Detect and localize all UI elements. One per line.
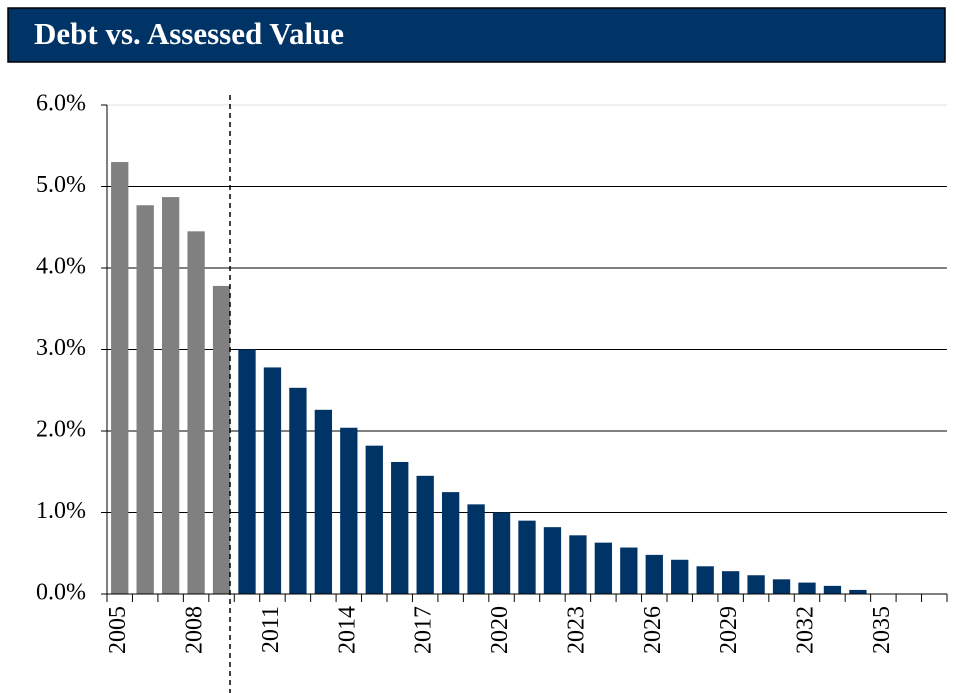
bar	[187, 231, 205, 594]
bar	[340, 427, 358, 594]
x-tick-label: 2035	[869, 606, 895, 654]
bar	[314, 409, 333, 594]
bar	[212, 285, 231, 594]
x-tick-label: 2014	[334, 606, 360, 654]
bar	[111, 162, 129, 595]
bar	[645, 554, 663, 594]
x-tick-label: 2008	[182, 606, 208, 654]
y-tick-label: 3.0%	[36, 335, 86, 361]
title-bar	[7, 7, 946, 63]
bar	[263, 367, 282, 594]
y-tick-label: 4.0%	[36, 254, 86, 280]
bar	[365, 445, 383, 594]
bar	[721, 571, 740, 594]
x-tick-label: 2032	[793, 606, 819, 654]
y-tick-label: 1.0%	[36, 498, 86, 524]
bar	[518, 520, 536, 594]
bar	[823, 585, 842, 594]
bar	[161, 197, 180, 594]
y-tick-label: 6.0%	[36, 91, 86, 117]
bar	[569, 535, 587, 594]
bar	[238, 349, 256, 594]
bar	[543, 527, 562, 594]
y-tick-label: 0.0%	[36, 580, 86, 606]
x-tick-label: 2011	[258, 606, 284, 653]
bar	[671, 559, 689, 594]
y-tick-label: 5.0%	[36, 172, 86, 198]
bar	[467, 504, 485, 594]
bar	[441, 492, 460, 594]
bar	[136, 205, 154, 594]
chart-title: Debt vs. Assessed Value	[34, 16, 344, 51]
x-tick-label: 2017	[411, 606, 437, 654]
bar	[798, 582, 816, 594]
x-tick-label: 2026	[640, 606, 666, 654]
bar	[289, 387, 307, 594]
y-tick-label: 2.0%	[36, 417, 86, 443]
bar	[747, 575, 765, 594]
bar	[594, 542, 613, 594]
bar	[696, 566, 714, 594]
bar	[620, 547, 638, 594]
x-tick-label: 2020	[487, 606, 513, 654]
x-tick-label: 2005	[105, 606, 131, 654]
bar	[772, 579, 791, 594]
bar	[391, 461, 409, 594]
x-tick-label: 2023	[563, 606, 589, 654]
x-tick-label: 2029	[716, 606, 742, 654]
bar	[492, 512, 511, 594]
bar	[849, 589, 867, 594]
bar	[416, 475, 434, 594]
